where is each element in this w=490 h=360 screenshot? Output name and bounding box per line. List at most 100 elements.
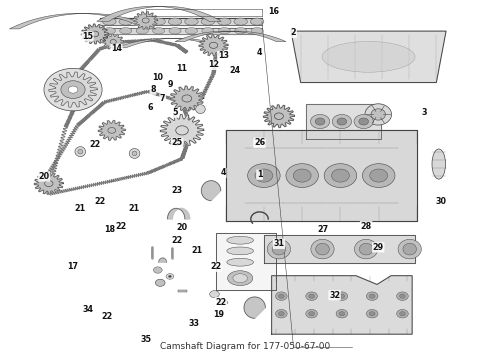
Ellipse shape — [152, 28, 165, 34]
Circle shape — [332, 114, 352, 129]
Ellipse shape — [135, 18, 149, 25]
Ellipse shape — [251, 28, 263, 34]
Circle shape — [332, 169, 349, 182]
Text: 22: 22 — [215, 298, 226, 307]
Circle shape — [209, 42, 218, 48]
Text: 10: 10 — [152, 73, 163, 82]
Polygon shape — [306, 104, 381, 139]
Circle shape — [274, 113, 283, 120]
Text: 4: 4 — [220, 168, 226, 177]
Circle shape — [68, 86, 78, 93]
Ellipse shape — [218, 18, 231, 25]
Polygon shape — [81, 24, 108, 44]
Ellipse shape — [267, 239, 291, 259]
Ellipse shape — [354, 239, 378, 259]
Ellipse shape — [233, 274, 247, 283]
Text: 16: 16 — [269, 7, 280, 16]
Circle shape — [306, 292, 318, 301]
Ellipse shape — [119, 18, 133, 25]
Ellipse shape — [432, 149, 445, 179]
Circle shape — [369, 294, 375, 298]
Ellipse shape — [365, 104, 392, 125]
Circle shape — [396, 292, 408, 301]
Ellipse shape — [202, 28, 214, 34]
Ellipse shape — [316, 243, 329, 255]
Text: 30: 30 — [436, 197, 447, 206]
Circle shape — [293, 169, 311, 182]
Polygon shape — [99, 18, 262, 25]
Ellipse shape — [103, 28, 116, 34]
Circle shape — [110, 40, 116, 44]
Circle shape — [359, 118, 368, 125]
Circle shape — [166, 274, 174, 279]
Polygon shape — [264, 105, 294, 127]
Text: 25: 25 — [172, 138, 183, 147]
Polygon shape — [160, 114, 204, 146]
Text: Camshaft Diagram for 177-050-67-00: Camshaft Diagram for 177-050-67-00 — [160, 342, 330, 351]
Circle shape — [247, 164, 280, 188]
Circle shape — [44, 68, 102, 111]
Circle shape — [182, 95, 192, 102]
Text: 22: 22 — [94, 197, 105, 206]
Ellipse shape — [227, 237, 253, 244]
Text: 15: 15 — [82, 32, 93, 41]
Circle shape — [278, 294, 284, 298]
Circle shape — [66, 85, 80, 95]
Polygon shape — [225, 130, 417, 221]
Ellipse shape — [132, 151, 137, 156]
Text: 35: 35 — [140, 335, 151, 344]
Text: 29: 29 — [373, 243, 384, 252]
Ellipse shape — [218, 28, 230, 34]
Ellipse shape — [152, 18, 166, 25]
Ellipse shape — [235, 28, 247, 34]
Ellipse shape — [272, 243, 286, 255]
Text: 21: 21 — [191, 246, 202, 255]
Polygon shape — [134, 12, 158, 29]
Text: 20: 20 — [38, 172, 49, 181]
Polygon shape — [34, 173, 63, 194]
Polygon shape — [199, 35, 228, 56]
Text: 33: 33 — [189, 319, 199, 328]
Text: 23: 23 — [172, 186, 183, 195]
Ellipse shape — [403, 243, 416, 255]
Polygon shape — [244, 297, 266, 318]
Ellipse shape — [136, 28, 148, 34]
Text: 6: 6 — [148, 103, 153, 112]
Text: 22: 22 — [89, 140, 100, 149]
Polygon shape — [216, 233, 276, 290]
Ellipse shape — [129, 148, 140, 158]
Text: 14: 14 — [111, 44, 122, 53]
Text: 9: 9 — [167, 80, 172, 89]
Text: 8: 8 — [150, 85, 156, 94]
Ellipse shape — [227, 258, 253, 266]
Polygon shape — [271, 276, 412, 334]
Polygon shape — [201, 181, 221, 201]
Ellipse shape — [359, 243, 373, 255]
Circle shape — [45, 180, 53, 186]
Circle shape — [315, 118, 325, 125]
Circle shape — [278, 312, 284, 316]
Text: 24: 24 — [230, 66, 241, 75]
Text: 2: 2 — [291, 28, 296, 37]
Circle shape — [309, 294, 315, 298]
Ellipse shape — [398, 239, 421, 259]
Ellipse shape — [168, 18, 182, 25]
Ellipse shape — [322, 41, 415, 72]
Polygon shape — [168, 208, 190, 219]
Text: 22: 22 — [172, 236, 183, 245]
Circle shape — [153, 267, 162, 273]
Circle shape — [210, 291, 220, 298]
Ellipse shape — [102, 18, 116, 25]
Ellipse shape — [169, 28, 181, 34]
Text: 20: 20 — [176, 223, 188, 232]
Circle shape — [169, 275, 171, 278]
Text: 4: 4 — [257, 48, 262, 57]
Polygon shape — [217, 299, 227, 303]
Polygon shape — [175, 31, 286, 42]
Polygon shape — [98, 121, 125, 140]
Circle shape — [399, 294, 405, 298]
Polygon shape — [170, 86, 204, 111]
Circle shape — [367, 292, 378, 301]
Text: 27: 27 — [317, 225, 328, 234]
Text: 19: 19 — [213, 310, 224, 319]
